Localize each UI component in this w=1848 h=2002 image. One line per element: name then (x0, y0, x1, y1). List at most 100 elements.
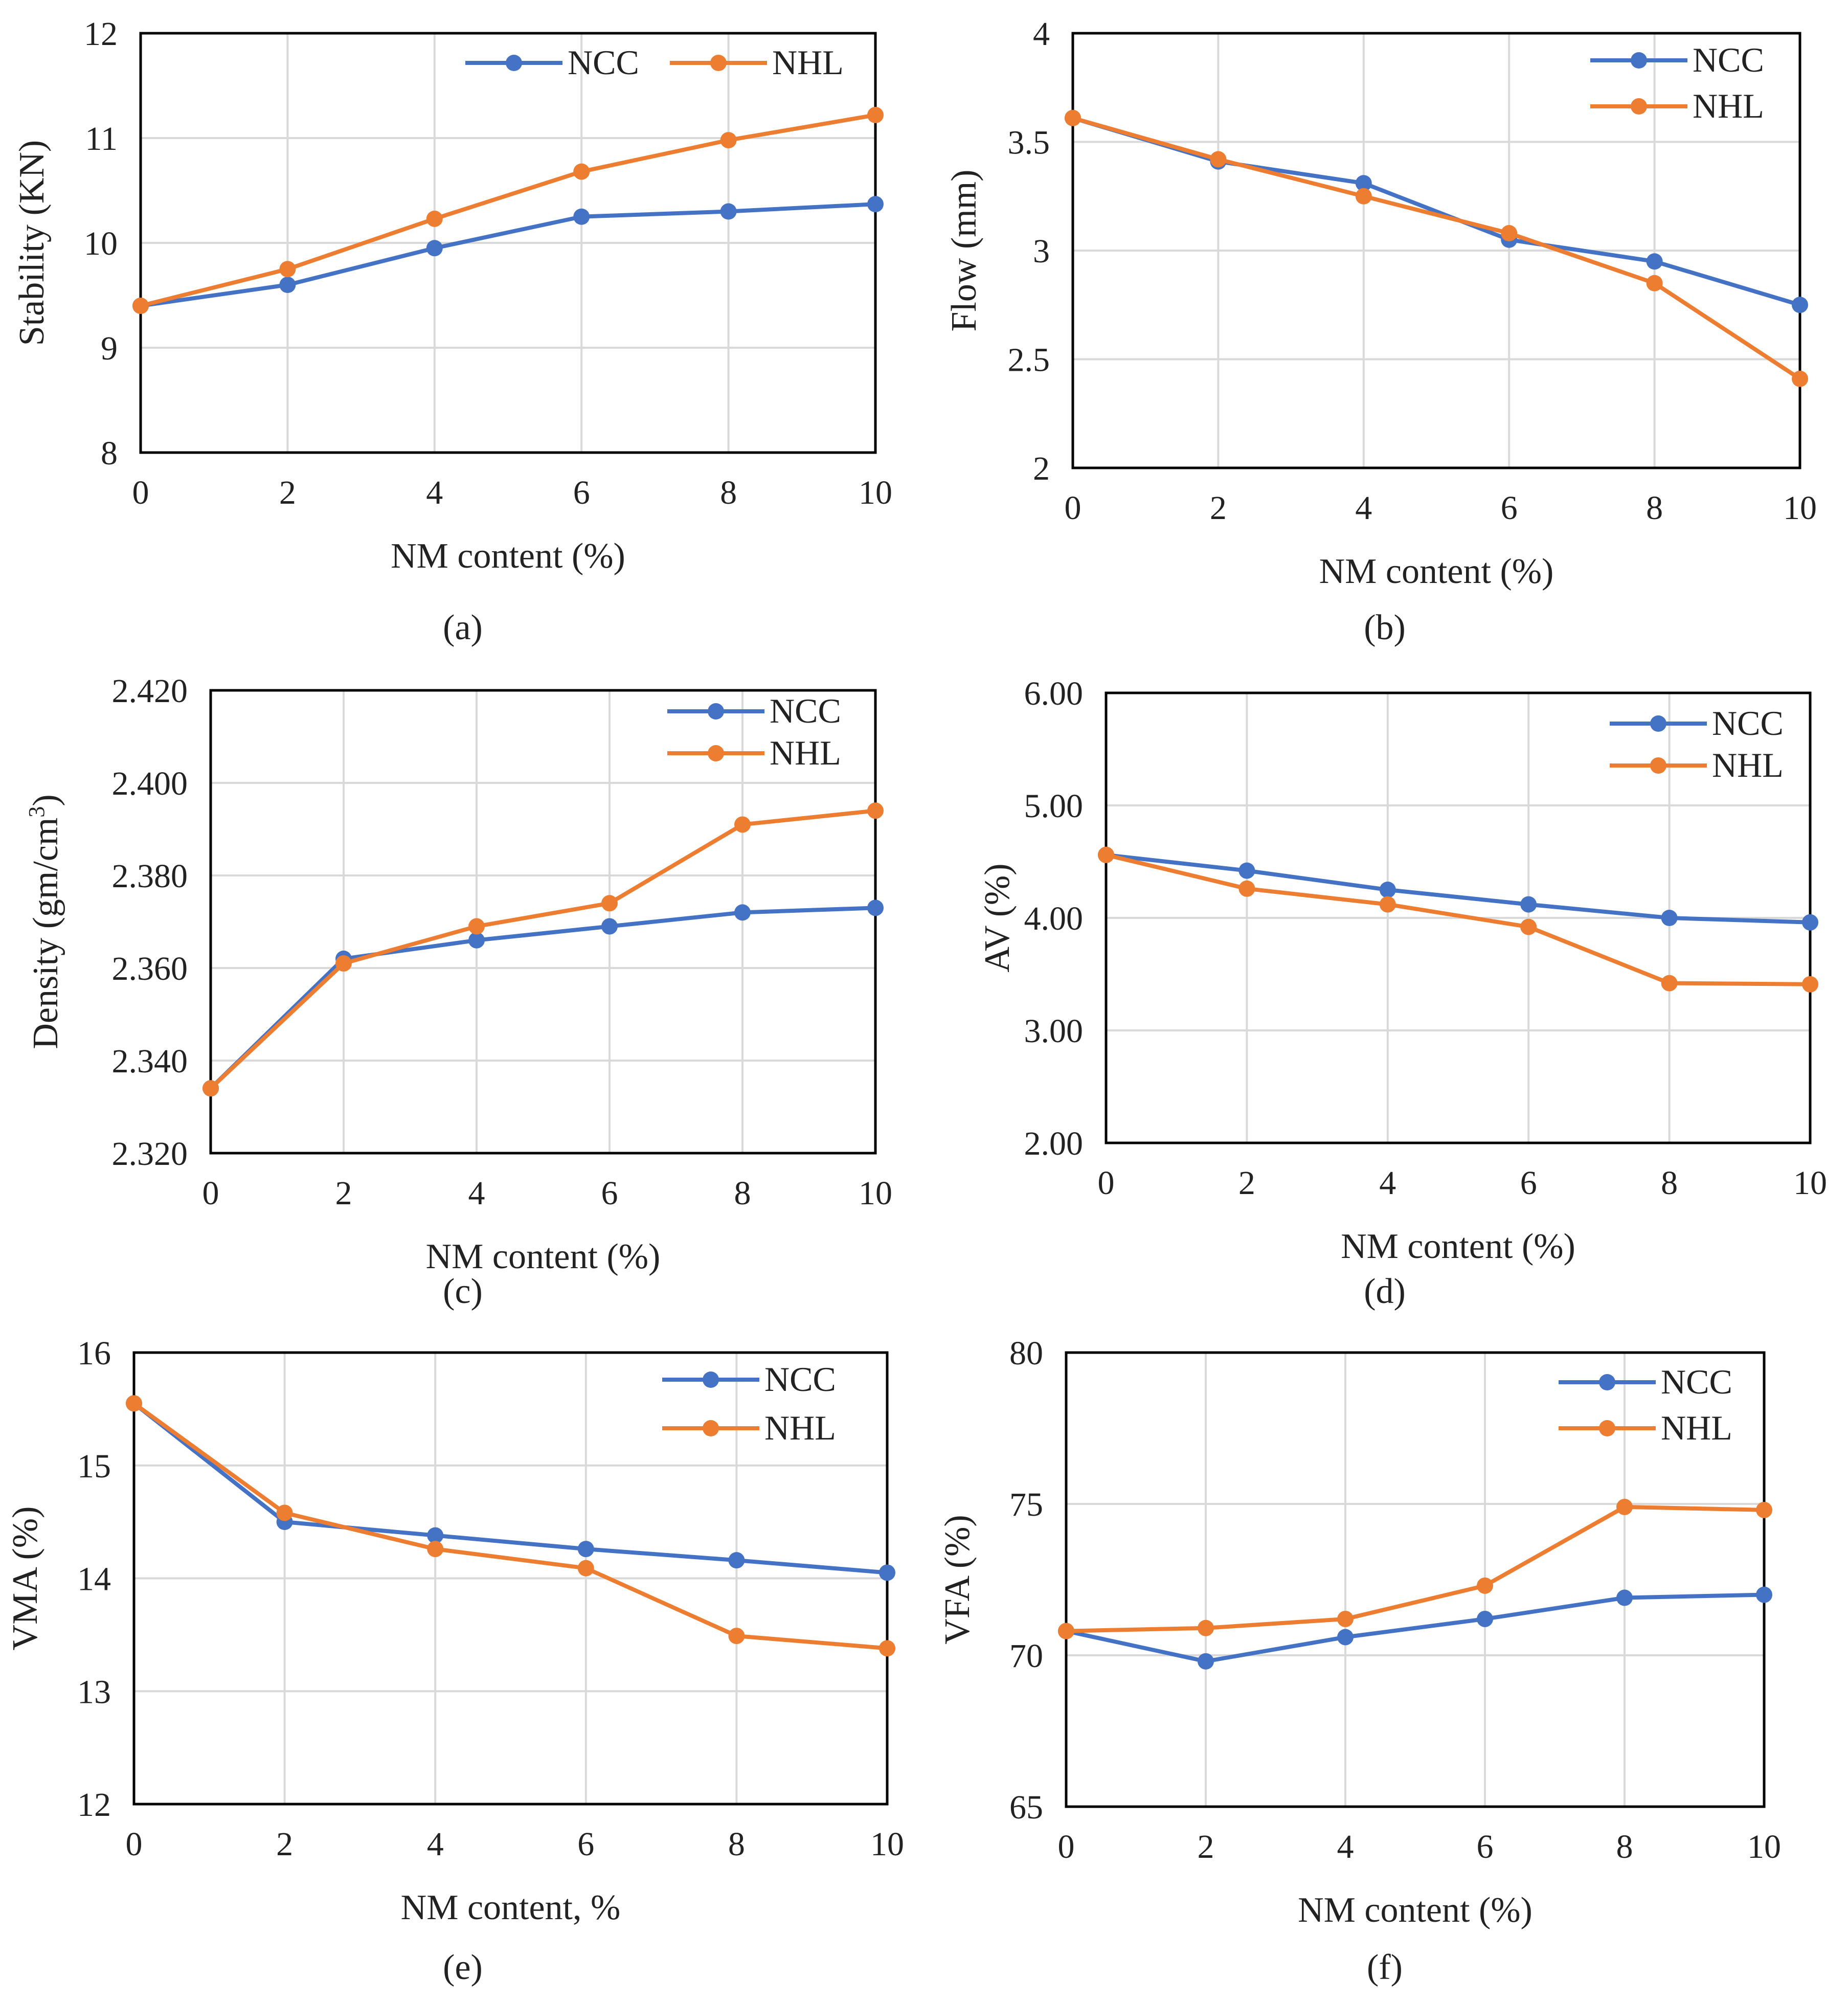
x-tick-label: 4 (468, 1175, 485, 1212)
data-point-ncc (573, 208, 590, 225)
plot-area (1065, 1351, 1766, 1808)
chart-f: 0 2 4 6 8 10 65 70 75 80 NM content (%) VFA (%) (f) N… (938, 1335, 1781, 1987)
x-tick-label: 0 (1065, 489, 1081, 527)
chart-caption: (a) (443, 608, 483, 647)
data-point-ncc (1238, 862, 1255, 879)
data-point-nhl (1210, 151, 1227, 168)
y-axis-title-text: AV (%) (978, 863, 1017, 972)
x-tick-label: 6 (577, 1826, 594, 1863)
legend-swatch-marker (708, 703, 724, 719)
y-tick-label: 13 (77, 1673, 111, 1711)
series-line-ncc (132, 1402, 888, 1575)
data-point-nhl (202, 1080, 219, 1097)
data-point-nhl (279, 261, 296, 278)
x-tick-label: 0 (1058, 1828, 1075, 1865)
y-tick-label: 6.00 (1024, 675, 1084, 712)
y-axis-title: Stability (KN) (12, 140, 52, 346)
chart-c: 0 2 4 6 8 10 2.320 2.340 2.360 2.380 2.400 2.420 NM … (24, 672, 892, 1311)
legend-swatch-marker (1599, 1420, 1615, 1436)
data-point-nhl (1058, 1623, 1074, 1639)
y-tick-label: 5.00 (1024, 788, 1084, 825)
y-axis-title: AV (%) (978, 863, 1017, 972)
legend-label: NHL (1661, 1408, 1732, 1447)
y-axis-title: Flow (mm) (944, 170, 984, 332)
x-tick-label: 10 (859, 1175, 892, 1212)
legend-swatch-marker (1599, 1374, 1615, 1390)
legend-label: NCC (770, 691, 841, 730)
data-point-ncc (1379, 882, 1396, 898)
x-axis-title: NM content (%) (391, 536, 625, 576)
data-point-ncc (1792, 297, 1808, 313)
x-tick-label: 6 (1520, 1164, 1537, 1202)
legend-swatch-marker (708, 745, 724, 761)
data-point-nhl (426, 210, 443, 227)
legend-swatch-marker (1631, 98, 1647, 115)
series-line-nhl (1106, 852, 1811, 986)
legend-label: NCC (1693, 40, 1764, 79)
x-tick-label: 6 (573, 474, 590, 511)
legend-swatch-marker (703, 1371, 719, 1388)
y-axis-title-superscript: 3 (24, 806, 49, 818)
data-point-ncc (1337, 1629, 1354, 1646)
data-point-ncc (879, 1564, 895, 1581)
data-point-nhl (879, 1640, 895, 1657)
data-point-nhl (1198, 1619, 1214, 1636)
x-tick-label: 10 (870, 1826, 904, 1863)
data-point-nhl (1337, 1610, 1354, 1627)
legend-swatch-marker (1631, 52, 1647, 69)
y-tick-label: 2.380 (112, 858, 188, 895)
data-point-ncc (426, 240, 443, 257)
x-tick-label: 8 (1646, 489, 1663, 527)
series-line-nhl (209, 808, 876, 1090)
legend-label: NHL (772, 43, 844, 82)
data-point-ncc (427, 1527, 444, 1544)
data-point-ncc (1477, 1610, 1493, 1627)
x-tick-label: 4 (1379, 1164, 1396, 1202)
chart-caption: (b) (1364, 608, 1406, 647)
y-tick-label: 3.5 (1008, 124, 1050, 162)
series-line-ncc (209, 906, 876, 1090)
y-axis-title-end: ) (26, 794, 65, 806)
legend-label: NHL (1693, 86, 1764, 125)
data-point-ncc (279, 277, 296, 293)
y-tick-label: 2.340 (112, 1043, 188, 1080)
data-point-nhl (1520, 918, 1537, 935)
chart-caption: (c) (443, 1272, 483, 1311)
y-tick-label: 3 (1033, 233, 1050, 270)
data-point-ncc (720, 203, 737, 220)
y-axis-title-text: Flow (mm) (944, 170, 984, 332)
x-tick-label: 2 (335, 1175, 352, 1212)
chart-a: 0 2 4 6 8 10 8 9 10 11 12 NM content (%) Stability (… (12, 15, 892, 647)
data-point-ncc (1661, 910, 1678, 926)
data-point-ncc (734, 904, 751, 921)
x-tick-label: 4 (426, 474, 443, 511)
legend-swatch-marker (1650, 715, 1666, 732)
y-axis-title-text: Density (gm/cm (26, 818, 65, 1049)
x-tick-label: 10 (1793, 1164, 1827, 1202)
x-tick-label: 8 (734, 1175, 751, 1212)
data-point-ncc (1802, 914, 1818, 931)
series-line-ncc (1066, 1592, 1765, 1663)
y-tick-label: 8 (101, 435, 118, 472)
y-tick-label: 16 (77, 1335, 111, 1372)
chart-caption: (f) (1367, 1948, 1403, 1987)
data-point-ncc (1198, 1653, 1214, 1670)
x-tick-label: 6 (601, 1175, 618, 1212)
x-tick-label: 4 (1337, 1828, 1354, 1865)
x-axis-title: NM content (%) (1319, 552, 1554, 591)
x-tick-label: 0 (126, 1826, 143, 1863)
y-tick-label: 2.00 (1024, 1125, 1084, 1162)
x-tick-label: 2 (279, 474, 296, 511)
series-line-nhl (132, 1402, 888, 1651)
x-tick-label: 2 (1210, 489, 1227, 527)
y-axis-title-text: Stability (KN) (12, 140, 52, 346)
y-tick-label: 2.360 (112, 950, 188, 987)
y-tick-label: 12 (84, 15, 118, 53)
y-axis-title: VFA (%) (938, 1515, 977, 1644)
x-tick-label: 10 (1747, 1828, 1781, 1865)
y-tick-label: 11 (85, 120, 118, 158)
data-point-ncc (1355, 175, 1372, 192)
y-axis-title-text: VFA (%) (938, 1515, 977, 1644)
data-point-nhl (427, 1541, 444, 1558)
data-point-nhl (867, 802, 884, 819)
